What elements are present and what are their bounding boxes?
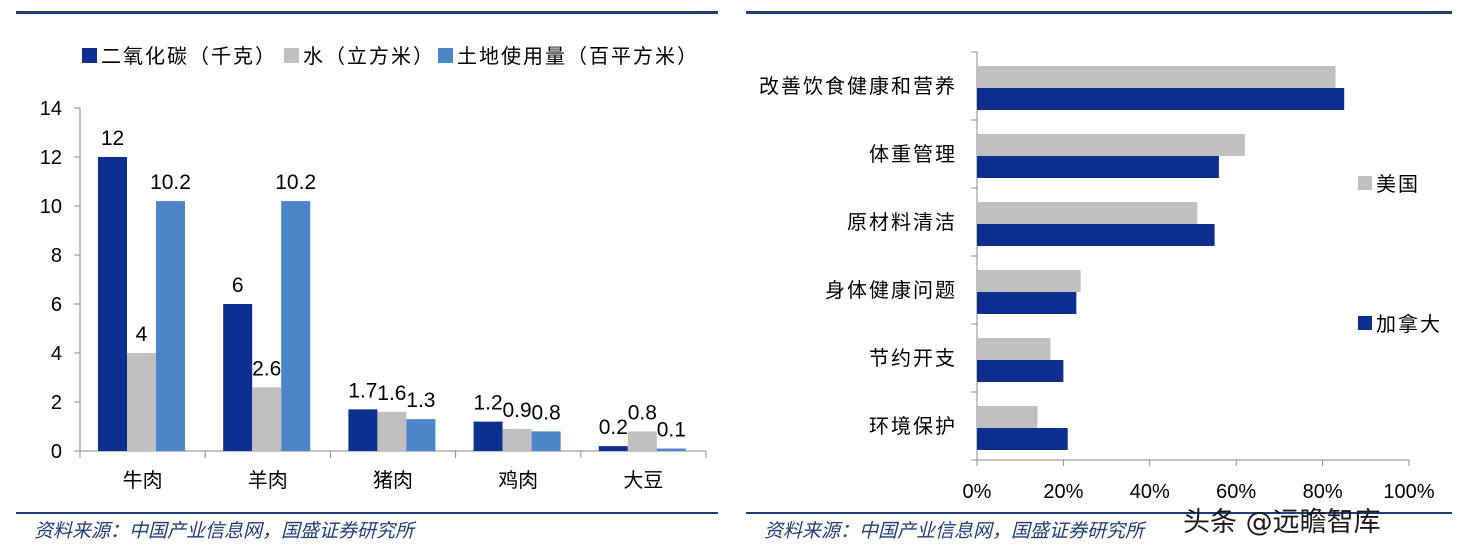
bar <box>377 411 407 451</box>
y-tick-label: 14 <box>40 98 62 120</box>
bar <box>502 428 532 451</box>
bar <box>656 448 686 451</box>
legend-label: 二氧化碳（千克） <box>101 44 277 68</box>
data-label: 6 <box>232 274 244 297</box>
legend-swatch <box>284 48 299 63</box>
y-category-label: 改善饮食健康和营养 <box>759 74 957 98</box>
data-label: 0.9 <box>502 399 531 422</box>
legend-label: 加拿大 <box>1376 312 1442 336</box>
data-label: 1.2 <box>473 392 502 415</box>
food-footprint-bar-chart: 0 2 4 6 8 10 12 14 12 4 10.2 牛肉 6 2.6 10.2 羊肉 1.7 1.6 1.3 猪… <box>40 44 707 492</box>
bar <box>977 428 1068 450</box>
right-source-note: 资料来源：中国产业信息网，国盛证券研究所 <box>764 520 1145 542</box>
legend-swatch <box>1358 316 1372 330</box>
x-category-label: 大豆 <box>623 468 663 492</box>
bar <box>977 292 1077 314</box>
y-category-label: 节约开支 <box>869 346 957 370</box>
watermark-text: 头条 @远瞻智库 <box>1183 507 1381 538</box>
data-label: 0.1 <box>657 419 686 442</box>
y-tick-label: 8 <box>51 245 62 267</box>
data-label: 0.2 <box>599 416 628 439</box>
bar <box>627 431 657 451</box>
bar <box>252 387 282 451</box>
bar <box>598 446 628 451</box>
x-tick-label: 100% <box>1383 481 1434 503</box>
bar <box>977 224 1215 246</box>
legend-label: 土地使用量（百平方米） <box>457 44 699 68</box>
y-category-label: 体重管理 <box>869 142 957 166</box>
x-category-label: 牛肉 <box>123 468 163 492</box>
left-source-note: 资料来源：中国产业信息网，国盛证券研究所 <box>34 520 415 542</box>
y-tick-label: 12 <box>40 147 62 169</box>
bar <box>348 409 378 451</box>
legend-swatch <box>438 48 453 63</box>
data-label: 1.3 <box>406 389 435 412</box>
y-tick-label: 0 <box>51 441 62 463</box>
y-tick-label: 10 <box>40 196 62 218</box>
bar <box>977 156 1219 178</box>
legend-swatch <box>82 48 97 63</box>
x-category-label: 猪肉 <box>373 468 413 492</box>
data-label: 1.7 <box>348 379 377 402</box>
bar <box>977 406 1038 428</box>
data-label: 2.6 <box>252 357 281 380</box>
bar <box>127 353 156 451</box>
bar <box>406 419 436 451</box>
data-label: 0.8 <box>628 401 657 424</box>
bar <box>531 431 561 451</box>
y-tick-label: 6 <box>51 294 62 316</box>
bar <box>281 201 311 451</box>
bar <box>977 360 1064 382</box>
x-tick-label: 40% <box>1130 481 1170 503</box>
y-tick-label: 4 <box>51 343 62 365</box>
data-label: 12 <box>101 127 124 150</box>
bar <box>98 157 127 451</box>
right-bottom-rule <box>746 512 1452 514</box>
right-top-rule <box>746 11 1452 14</box>
bar <box>977 134 1245 156</box>
legend-label: 水（立方米） <box>303 44 435 68</box>
bar <box>977 270 1081 292</box>
bar <box>977 338 1051 360</box>
x-category-label: 鸡肉 <box>498 468 538 492</box>
data-label: 1.6 <box>377 382 406 405</box>
bar <box>977 88 1345 110</box>
left-top-rule <box>16 11 718 14</box>
legend-swatch <box>1358 176 1372 190</box>
bar <box>223 304 253 451</box>
x-tick-label: 80% <box>1303 481 1343 503</box>
data-label: 0.8 <box>531 401 560 424</box>
data-label: 10.2 <box>275 171 316 194</box>
left-bottom-rule <box>16 512 718 514</box>
motivation-horizontal-bar-chart: 0% 20% 40% 60% 80% 100% 改善饮食健康和营养体重管理原材料清洁身体健康… <box>759 51 1442 503</box>
y-category-label: 环境保护 <box>869 414 957 438</box>
x-tick-label: 60% <box>1216 481 1256 503</box>
bar <box>977 66 1336 88</box>
x-category-label: 羊肉 <box>248 468 288 492</box>
y-tick-label: 2 <box>51 392 62 414</box>
x-tick-label: 0% <box>963 481 992 503</box>
bar <box>473 421 503 451</box>
data-label: 4 <box>136 323 148 346</box>
data-label: 10.2 <box>150 171 191 194</box>
y-category-label: 原材料清洁 <box>847 210 957 234</box>
legend-label: 美国 <box>1376 172 1420 196</box>
x-tick-label: 20% <box>1043 481 1083 503</box>
bar <box>977 202 1198 224</box>
y-category-label: 身体健康问题 <box>825 278 957 302</box>
bar <box>156 201 185 451</box>
